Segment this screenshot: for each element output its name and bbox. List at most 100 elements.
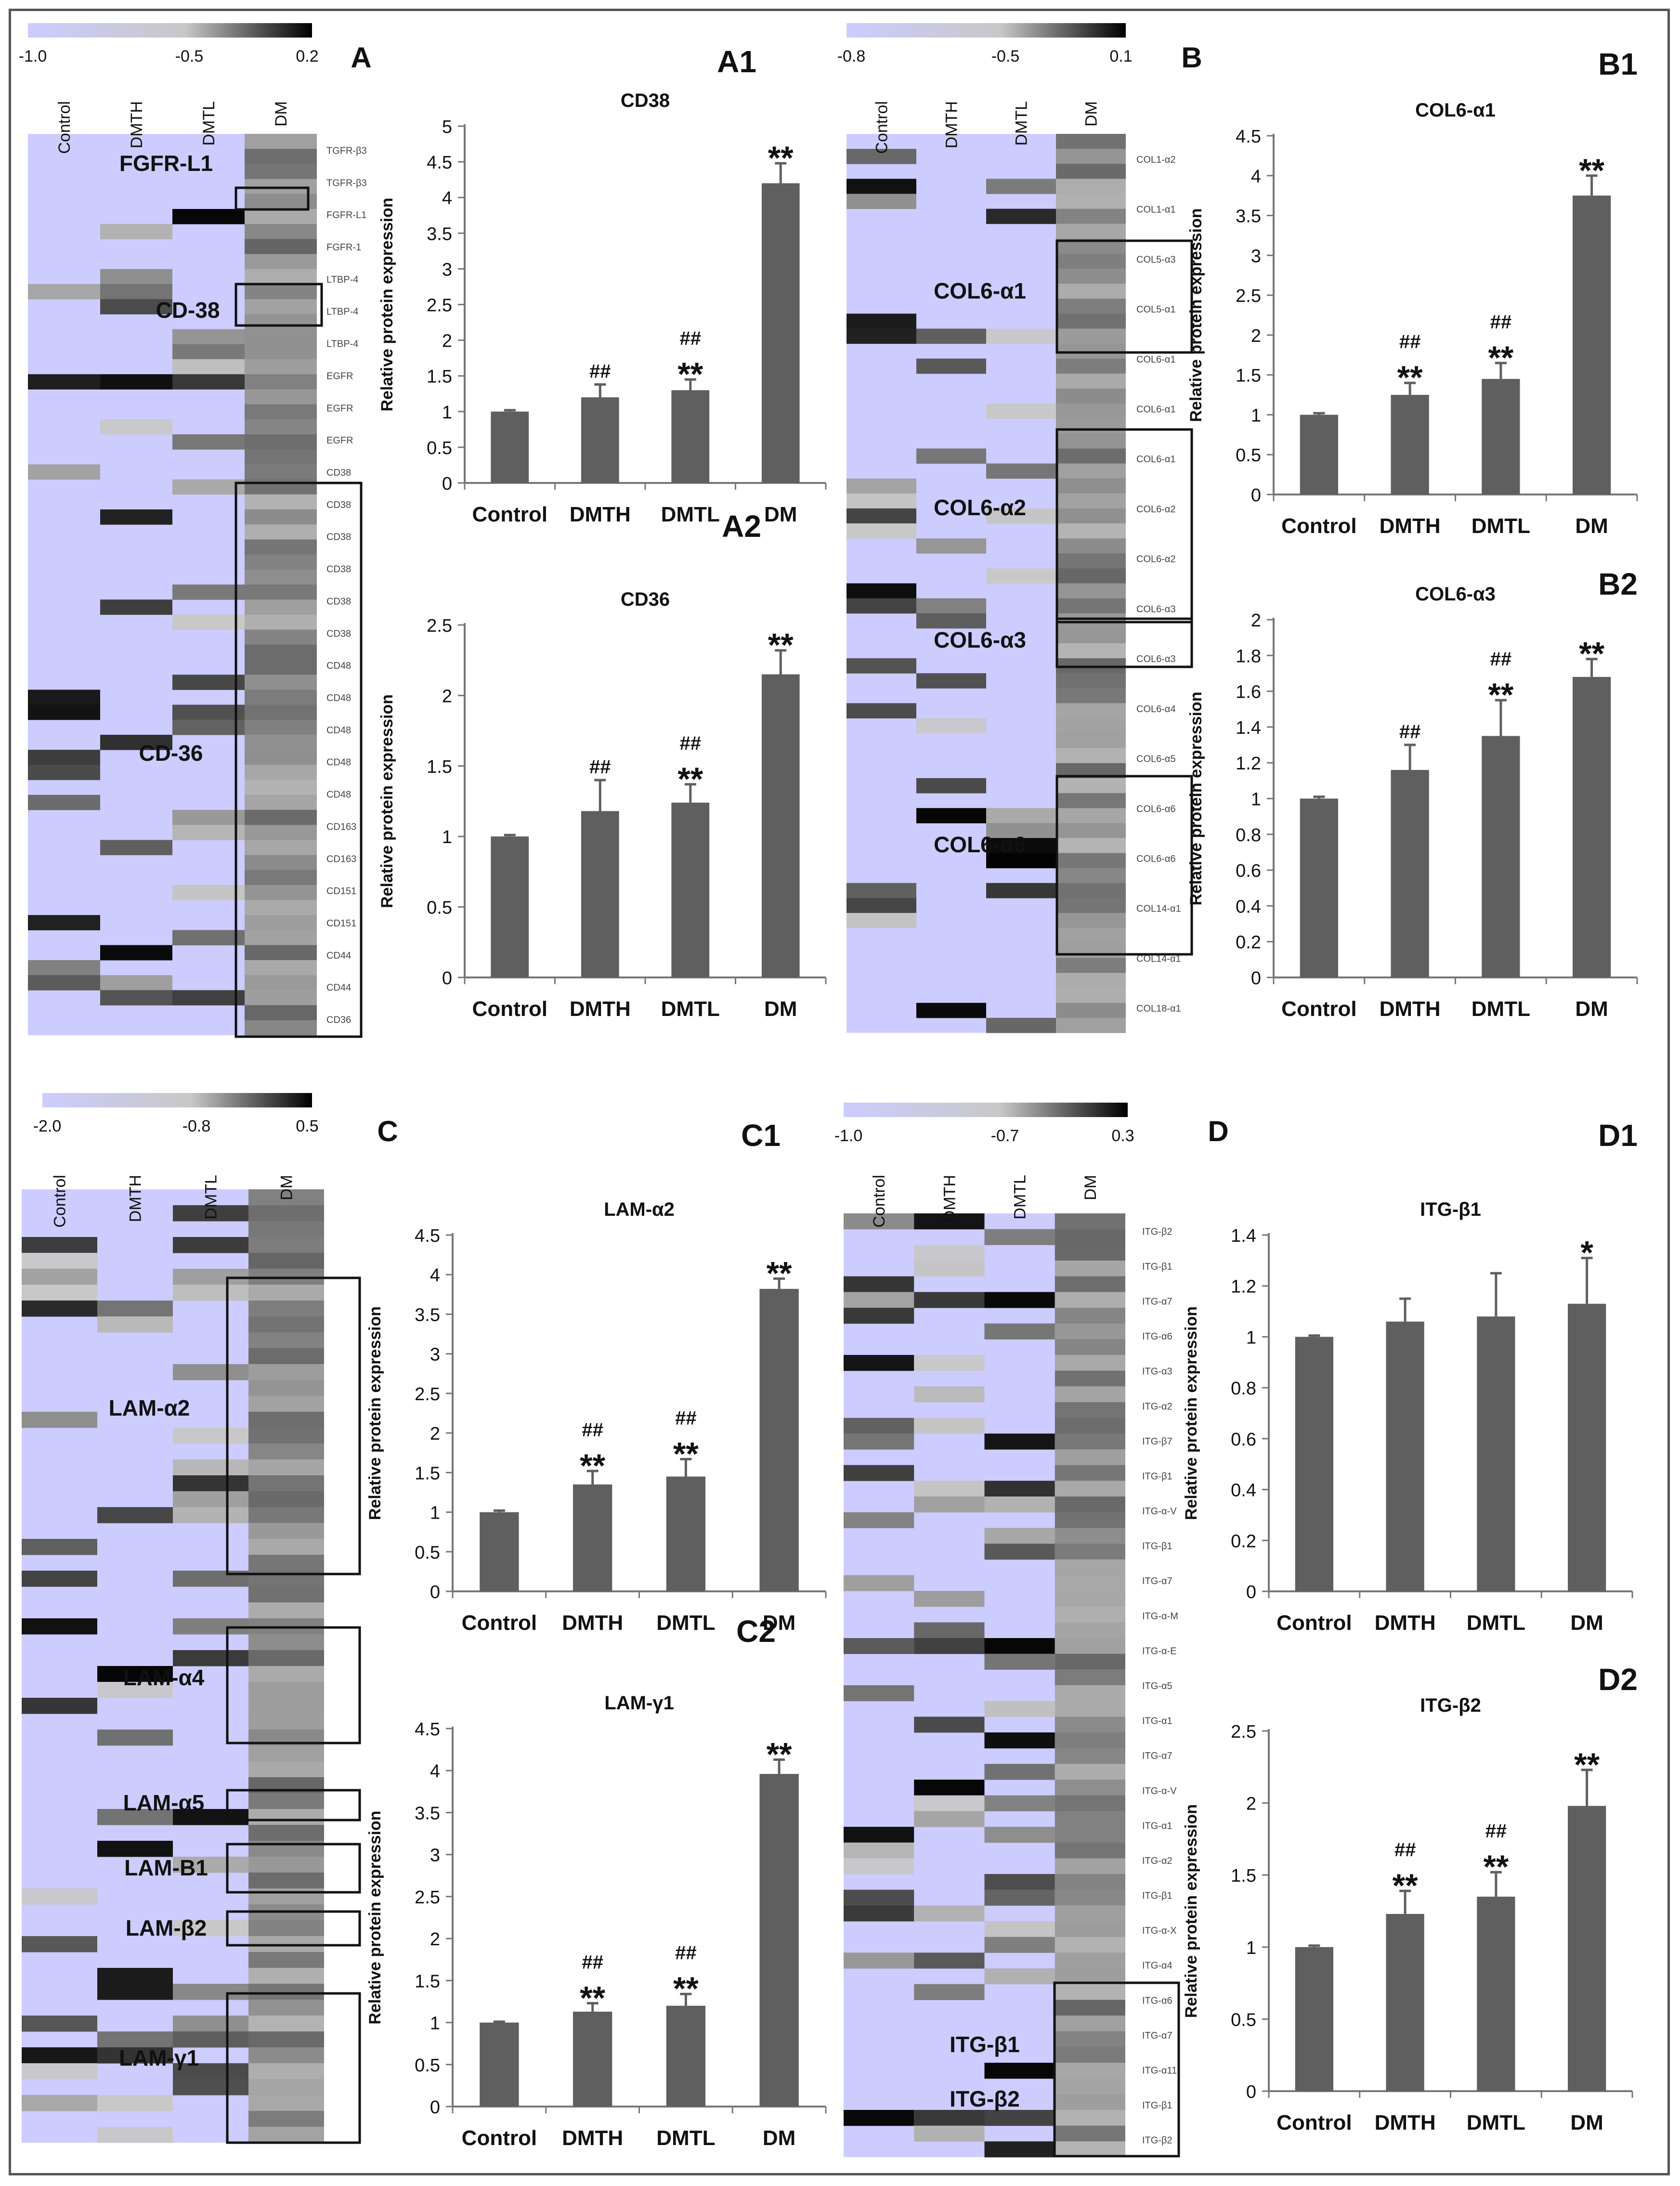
heatmap-cell bbox=[245, 509, 317, 525]
heatmap-column-label: DMTH bbox=[943, 101, 961, 148]
heatmap-cell bbox=[986, 1017, 1056, 1033]
heatmap-cell bbox=[100, 419, 172, 435]
heatmap-row-label: ITG-α11 bbox=[1142, 2066, 1177, 2076]
heatmap-cell bbox=[248, 1857, 324, 1873]
heatmap-box-label: LAM-α2 bbox=[109, 1395, 190, 1420]
heatmap-row-label: ITG-α2 bbox=[1142, 1401, 1172, 1412]
heatmap-cell bbox=[173, 1428, 248, 1444]
chart-title: LAM-γ1 bbox=[604, 1692, 674, 1714]
heatmap-row-label: ITG-β1 bbox=[1142, 1541, 1172, 1552]
heatmap-cell bbox=[245, 690, 317, 705]
significance-hash: ## bbox=[589, 756, 611, 778]
heatmap-cell bbox=[914, 1795, 985, 1811]
heatmap-cell bbox=[248, 1253, 324, 1269]
heatmap-cell bbox=[984, 1937, 1055, 1953]
heatmap-cell bbox=[1056, 149, 1126, 164]
y-tick-label: 0.8 bbox=[1231, 1379, 1256, 1399]
heatmap-cell bbox=[984, 1229, 1055, 1245]
heatmap-cell bbox=[97, 1316, 173, 1333]
bar-dmtl bbox=[1477, 1897, 1515, 2091]
heatmap-cell bbox=[1056, 853, 1126, 869]
heatmap-cell bbox=[1056, 179, 1126, 194]
heatmap-cell bbox=[844, 1512, 914, 1528]
heatmap-cell bbox=[986, 838, 1056, 854]
heatmap-row-label: COL5-α3 bbox=[1136, 254, 1176, 265]
heatmap-cell bbox=[248, 1444, 324, 1460]
heatmap-cell bbox=[173, 1475, 248, 1492]
heatmap-cell bbox=[245, 825, 317, 840]
bar-dmth bbox=[1386, 1321, 1424, 1591]
heatmap-cell bbox=[844, 1889, 914, 1906]
y-axis-title: Relative protein expression bbox=[1182, 1306, 1200, 1520]
color-scale-mid: -0.5 bbox=[991, 47, 1020, 65]
y-tick-label: 3 bbox=[430, 1846, 440, 1866]
y-tick-label: 3 bbox=[442, 260, 452, 280]
heatmap-box-label: FGFR-L1 bbox=[119, 151, 213, 176]
heatmap-cell bbox=[914, 1386, 985, 1403]
y-axis-title: Relative protein expression bbox=[1182, 1804, 1200, 2018]
heatmap-cell bbox=[28, 284, 100, 299]
heatmap-cell bbox=[245, 254, 317, 270]
heatmap-cell bbox=[245, 1005, 317, 1021]
y-tick-label: 0.5 bbox=[415, 1543, 440, 1563]
significance-hash: ## bbox=[589, 361, 611, 382]
heatmap-row-label: ITG-β2 bbox=[1142, 2135, 1172, 2146]
chart-b1: B1 COL6-α1 0 0.5 1 1.5 2 2.5 3 3.5 4 4.5 Relative pr… bbox=[1187, 47, 1638, 538]
heatmap-cell bbox=[22, 1285, 97, 1301]
y-tick-label: 4 bbox=[430, 1265, 440, 1286]
heatmap-cell bbox=[984, 1292, 1055, 1308]
bar-dm bbox=[1567, 1806, 1606, 2091]
heatmap-cell bbox=[1055, 1261, 1125, 1277]
heatmap-cell bbox=[844, 1905, 914, 1922]
heatmap-cell bbox=[22, 2047, 97, 2064]
heatmap-cell bbox=[1056, 299, 1126, 314]
heatmap-cell bbox=[22, 1412, 97, 1428]
x-tick-label: DM bbox=[763, 2126, 795, 2150]
y-axis-title: Relative protein expression bbox=[378, 694, 396, 908]
highlight-box bbox=[1055, 428, 1193, 624]
heatmap-cell bbox=[1056, 448, 1126, 464]
y-tick-label: 1.5 bbox=[427, 757, 452, 777]
heatmap-cell bbox=[1055, 1669, 1125, 1686]
panel-letter-a: A bbox=[351, 41, 371, 74]
heatmap-cell bbox=[1055, 1889, 1125, 1906]
heatmap-cell bbox=[1055, 1984, 1125, 2000]
significance-hash: ## bbox=[675, 1942, 697, 1964]
color-scale-max: 0.2 bbox=[296, 47, 318, 65]
heatmap-cell bbox=[1055, 2125, 1125, 2142]
heatmap-cell bbox=[173, 1809, 248, 1825]
heatmap-row-label: COL6-α4 bbox=[1136, 704, 1176, 715]
significance-hash: ## bbox=[680, 733, 702, 754]
heatmap-cell bbox=[248, 1793, 324, 1809]
heatmap-row-label: ITG-α7 bbox=[1142, 2030, 1172, 2041]
chart-title: COL6-α1 bbox=[1415, 100, 1496, 121]
color-scale-min: -1.0 bbox=[834, 1127, 863, 1145]
heatmap-cell bbox=[1055, 1921, 1125, 1938]
heatmap-cell bbox=[245, 329, 317, 345]
heatmap-cell bbox=[984, 1795, 1055, 1811]
heatmap-box-label: CD-38 bbox=[156, 298, 220, 323]
heatmap-cell bbox=[914, 1717, 985, 1733]
heatmap-cell bbox=[248, 1650, 324, 1666]
heatmap-cell bbox=[172, 434, 245, 450]
heatmap-cell bbox=[245, 479, 317, 495]
heatmap-cell bbox=[173, 2016, 248, 2032]
heatmap-cell bbox=[914, 1591, 985, 1607]
heatmap-cell bbox=[1055, 1292, 1125, 1308]
y-tick-label: 1.8 bbox=[1236, 646, 1261, 666]
y-tick-label: 1.5 bbox=[427, 367, 452, 387]
heatmap-column-label: DMTH bbox=[940, 1175, 959, 1222]
bar-dmtl bbox=[666, 1476, 706, 1591]
heatmap-cell bbox=[847, 598, 916, 614]
heatmap-column-label: Control bbox=[873, 101, 891, 154]
heatmap-cell bbox=[1056, 493, 1126, 509]
heatmap-cell bbox=[984, 1968, 1055, 1985]
highlight-box bbox=[226, 1789, 361, 1822]
chart-title: COL6-α3 bbox=[1415, 584, 1496, 605]
heatmap-cell bbox=[173, 2063, 248, 2080]
y-tick-label: 0.5 bbox=[1231, 2010, 1256, 2030]
heatmap-cell bbox=[1055, 1591, 1125, 1607]
heatmap-cell bbox=[100, 735, 172, 750]
heatmap-cell bbox=[916, 598, 986, 614]
y-tick-label: 0 bbox=[1246, 2082, 1256, 2102]
